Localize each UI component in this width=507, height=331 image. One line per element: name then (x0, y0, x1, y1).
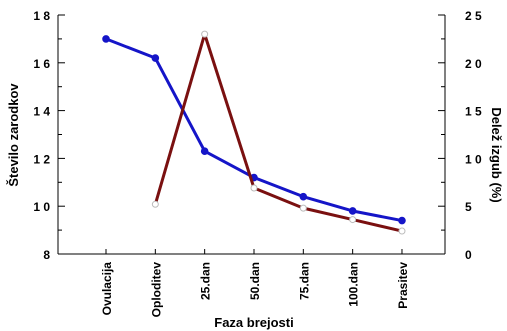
series-2-point (300, 205, 306, 211)
left-y-axis: 8 1 0 1 2 1 4 1 6 1 8 (33, 9, 65, 262)
series-2-point (202, 31, 208, 37)
series-2-point (152, 201, 158, 207)
series-2-point (350, 217, 356, 223)
left-tick-label: 1 8 (33, 9, 50, 23)
series-1-point (103, 36, 110, 43)
right-tick-label: 2 5 (465, 9, 482, 23)
series-layer (103, 31, 406, 234)
series-1-point (300, 193, 307, 200)
x-axis: Ovulacija Oploditev 25.dan 50.dan 75.dan 100.… (100, 249, 410, 317)
left-tick-label: 8 (43, 248, 50, 262)
left-tick-label: 1 6 (33, 57, 50, 71)
series-2-point (251, 185, 257, 191)
x-tick-label: Prasitev (396, 262, 410, 309)
x-tick-label: 50.dan (248, 262, 262, 300)
x-tick-label: Oploditev (149, 262, 163, 318)
x-axis-title: Faza brejosti (214, 315, 293, 330)
right-tick-label: 2 0 (465, 57, 482, 71)
x-tick-label: Ovulacija (100, 262, 114, 316)
right-tick-label: 0 (465, 248, 472, 262)
left-tick-label: 1 0 (33, 200, 50, 214)
series-1-point (152, 55, 159, 62)
series-2-point (399, 228, 405, 234)
left-y-axis-title: Število zarodkov (6, 83, 21, 187)
x-tick-label: 75.dan (297, 262, 311, 300)
right-tick-label: 5 (465, 200, 472, 214)
right-y-axis-title: Delež izgub (%) (489, 107, 504, 202)
right-tick-label: 1 5 (465, 105, 482, 119)
series-line-2 (155, 34, 402, 231)
left-tick-label: 1 2 (33, 152, 50, 166)
x-tick-label: 100.dan (347, 262, 361, 307)
right-tick-label: 1 0 (465, 152, 482, 166)
series-1-point (349, 208, 356, 215)
left-tick-label: 1 4 (33, 105, 50, 119)
series-1-point (399, 217, 406, 224)
series-line-1 (106, 39, 402, 221)
series-1-point (201, 148, 208, 155)
x-tick-label: 25.dan (199, 262, 213, 300)
